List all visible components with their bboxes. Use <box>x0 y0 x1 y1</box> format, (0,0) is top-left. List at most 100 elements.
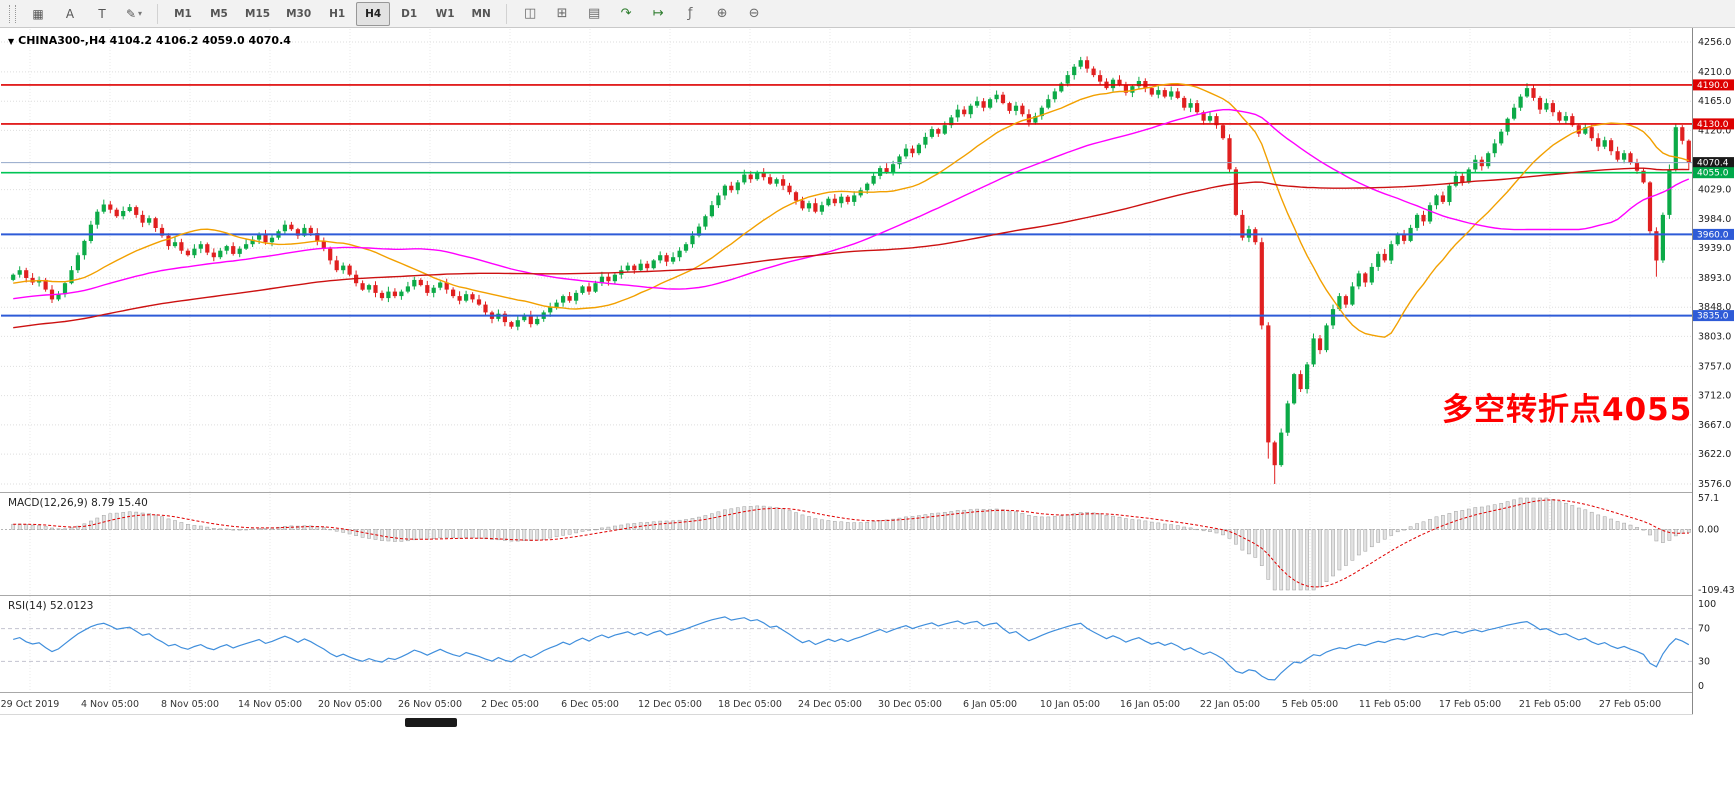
price-tick-label: 3803.0 <box>1698 331 1731 342</box>
dropdown-caret-icon: ▾ <box>138 9 143 18</box>
toolbar-drag-handle[interactable] <box>9 4 16 23</box>
level-price-tag <box>1693 118 1734 130</box>
ohlc-readout: CHINA300-,H4 4104.2 4106.2 4059.0 4070.4 <box>18 34 291 47</box>
price-tick-label: 4120.0 <box>1698 125 1731 136</box>
price-tick-label: 4165.0 <box>1698 96 1731 107</box>
time-tick-label: 4 Nov 05:00 <box>81 699 139 710</box>
price-tick-label: 3576.0 <box>1698 479 1731 490</box>
time-tick-label: 12 Dec 05:00 <box>638 699 702 710</box>
tag-label: 4130.0 <box>1697 120 1729 130</box>
timeframe-m1-button[interactable]: M1 <box>174 7 192 20</box>
price-tick-label: 3712.0 <box>1698 391 1731 402</box>
time-tick-label: 30 Dec 05:00 <box>878 699 942 710</box>
tag-label: 4055.0 <box>1697 169 1729 179</box>
time-tick-label: 27 Feb 05:00 <box>1599 699 1661 710</box>
macd-tick-label: 0.00 <box>1698 525 1719 536</box>
toolbar-separator <box>506 3 508 24</box>
tag-label: 4070.4 <box>1697 159 1729 169</box>
price-tick-label: 4029.0 <box>1698 185 1731 196</box>
price-tick-label: 3667.0 <box>1698 420 1731 431</box>
time-tick-label: 14 Nov 05:00 <box>238 699 302 710</box>
pencil-icon: ✎ <box>125 6 137 21</box>
macd-panel <box>1 497 1692 591</box>
zoom-out-icon[interactable]: ⊖ <box>748 6 760 21</box>
collapse-triangle-icon[interactable]: ▼ <box>8 37 15 46</box>
time-tick-label: 29 Oct 2019 <box>1 699 60 710</box>
price-tick-label: 3848.0 <box>1698 302 1731 313</box>
price-tick-label: 3622.0 <box>1698 449 1731 460</box>
time-tick-label: 26 Nov 05:00 <box>398 699 462 710</box>
toolbar: ▦ A T ✎ ▾ M1 M5 M15 M30 H1 H4 D1 W1 MN ◫… <box>0 0 1735 28</box>
panel-separators <box>0 492 1735 715</box>
macd-signal-line <box>13 499 1689 588</box>
draw-tools-button[interactable]: ✎ ▾ <box>119 2 149 26</box>
time-tick-label: 21 Feb 05:00 <box>1519 699 1581 710</box>
time-tick-label: 2 Dec 05:00 <box>481 699 539 710</box>
time-tick-label: 6 Dec 05:00 <box>561 699 619 710</box>
pattern-grid-icon[interactable]: ▦ <box>32 6 44 21</box>
timeframe-d1-button[interactable]: D1 <box>401 7 418 20</box>
indicators-icon[interactable]: ƒ <box>687 6 693 21</box>
tag-label: 3835.0 <box>1697 312 1729 322</box>
time-tick-label: 6 Jan 05:00 <box>963 699 1017 710</box>
tag-label: 4190.0 <box>1697 81 1729 91</box>
timeframe-w1-button[interactable]: W1 <box>435 7 455 20</box>
time-axis[interactable]: 29 Oct 2019 4 Nov 05:00 8 Nov 05:00 14 Nov … <box>1 699 1662 710</box>
timeframe-m30-button[interactable]: M30 <box>286 7 312 20</box>
rsi-tick-label: 30 <box>1698 656 1710 667</box>
tag-label: 3960.0 <box>1697 230 1729 240</box>
time-tick-label: 22 Jan 05:00 <box>1200 699 1260 710</box>
zoom-in-icon[interactable]: ⊕ <box>716 6 728 21</box>
macd-indicator-label: MACD(12,26,9) 8.79 15.40 <box>8 497 148 509</box>
chart-area[interactable]: 4256.0 4210.0 4165.0 4120.0 4029.0 3984.0 3939… <box>0 28 1735 797</box>
time-tick-label: 18 Dec 05:00 <box>718 699 782 710</box>
current-price-tag <box>1693 157 1734 169</box>
time-tick-label: 16 Jan 05:00 <box>1120 699 1180 710</box>
toolbar-separator <box>157 3 158 24</box>
text-tool-icon[interactable]: T <box>98 6 106 21</box>
rsi-tick-label: 70 <box>1698 624 1710 635</box>
timeframe-h4-button[interactable]: H4 <box>356 1 391 26</box>
rsi-tick-label: 100 <box>1698 599 1716 610</box>
level-price-tag <box>1693 228 1734 240</box>
level-price-tag <box>1693 79 1734 91</box>
time-tick-label: 5 Feb 05:00 <box>1282 699 1338 710</box>
text-label-icon[interactable]: A <box>65 6 75 21</box>
timeframe-m5-button[interactable]: M5 <box>210 7 228 20</box>
grid-layer <box>1 29 1692 692</box>
new-chart-icon[interactable]: ⊞ <box>556 6 568 21</box>
price-tick-label: 3939.0 <box>1698 243 1731 254</box>
time-tick-label: 8 Nov 05:00 <box>161 699 219 710</box>
chart-symbol-header: ▼ CHINA300-,H4 4104.2 4106.2 4059.0 4070.… <box>8 34 291 47</box>
price-axis[interactable]: 4256.0 4210.0 4165.0 4120.0 4029.0 3984.0 3939… <box>1692 28 1735 797</box>
price-chart-canvas[interactable]: 4256.0 4210.0 4165.0 4120.0 4029.0 3984.0 3939… <box>0 28 1735 797</box>
level-lines-layer[interactable] <box>1 84 1692 317</box>
price-tick-label: 3893.0 <box>1698 273 1731 284</box>
macd-tick-label: -109.43 <box>1698 585 1735 596</box>
moving-averages-layer <box>13 82 1690 338</box>
macd-tick-label: 57.1 <box>1698 493 1719 504</box>
price-tick-label: 3757.0 <box>1698 361 1731 372</box>
price-tick-label: 4256.0 <box>1698 37 1731 48</box>
candles-layer <box>11 56 1691 484</box>
analyst-annotation-text: 多空转折点4055 <box>1442 392 1693 428</box>
time-tick-label: 10 Jan 05:00 <box>1040 699 1100 710</box>
level-price-tag <box>1693 310 1734 322</box>
chart-shift-icon[interactable]: ↦ <box>652 6 664 21</box>
horizontal-scrollbar-thumb[interactable] <box>405 718 457 727</box>
rsi-tick-label: 0 <box>1698 681 1704 692</box>
time-tick-label: 17 Feb 05:00 <box>1439 699 1501 710</box>
chart-profiles-icon[interactable]: ▤ <box>587 6 601 21</box>
rsi-line <box>13 616 1690 681</box>
time-tick-label: 11 Feb 05:00 <box>1359 699 1421 710</box>
rsi-indicator-label: RSI(14) 52.0123 <box>8 600 94 612</box>
rsi-panel <box>1 616 1692 681</box>
level-price-tag <box>1693 167 1734 179</box>
tile-windows-icon[interactable]: ◫ <box>523 6 537 21</box>
price-tick-label: 3984.0 <box>1698 214 1731 225</box>
price-tick-label: 4210.0 <box>1698 67 1731 78</box>
timeframe-h1-button[interactable]: H1 <box>329 7 346 20</box>
timeframe-mn-button[interactable]: MN <box>471 7 491 20</box>
auto-scroll-icon[interactable]: ↷ <box>620 6 632 21</box>
timeframe-m15-button[interactable]: M15 <box>245 7 271 20</box>
